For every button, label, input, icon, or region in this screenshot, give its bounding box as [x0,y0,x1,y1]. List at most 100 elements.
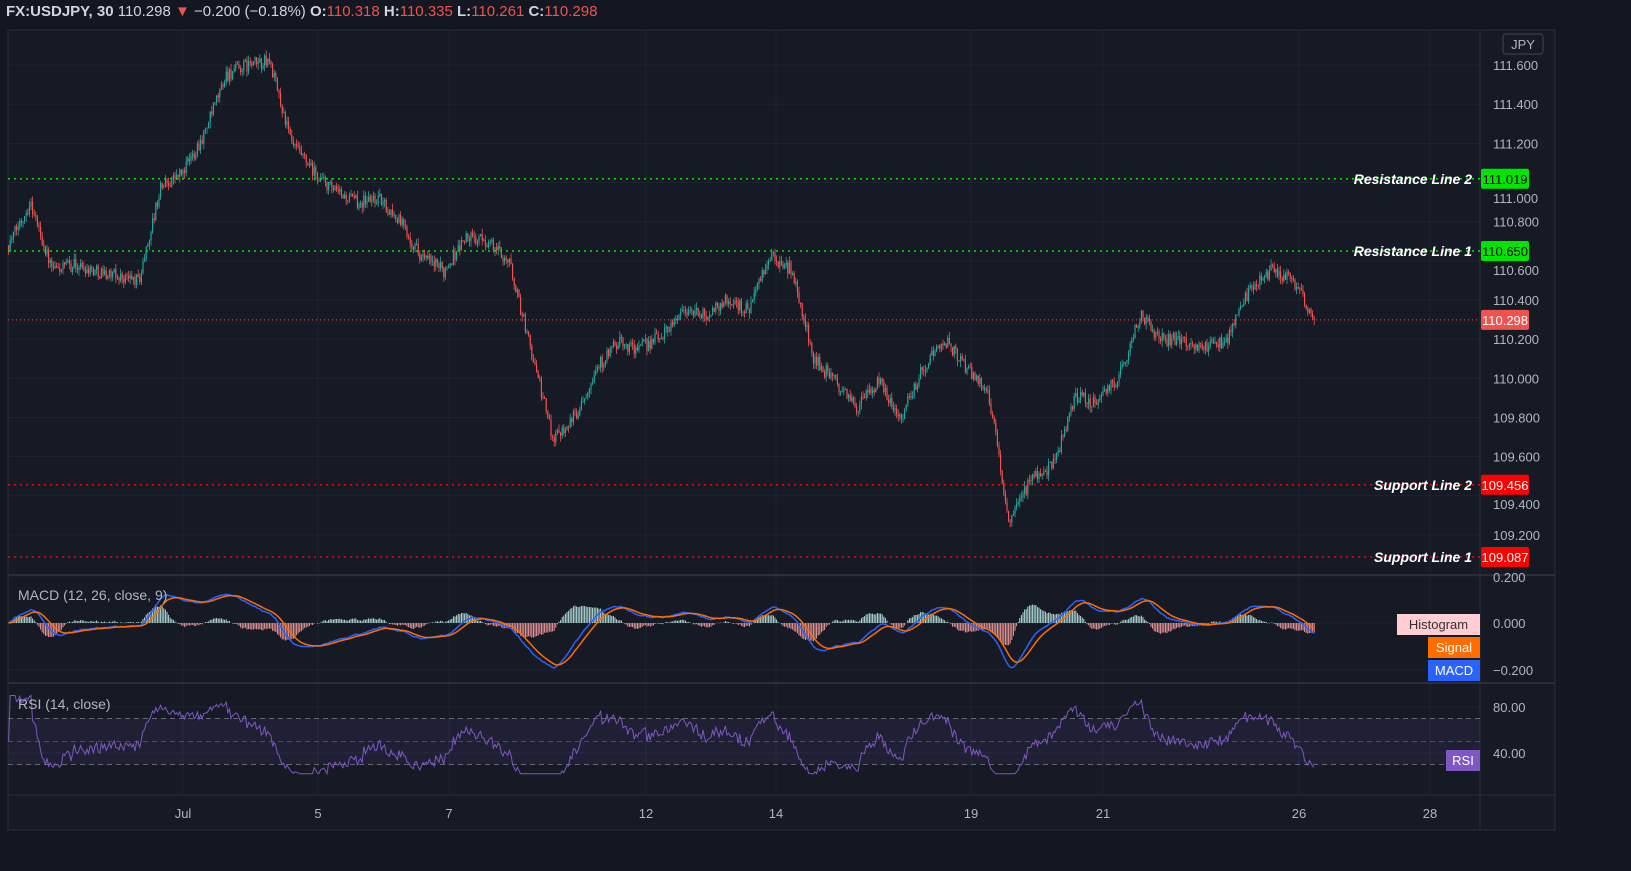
candle-body [654,333,656,343]
candle-body [507,259,509,263]
candle-body [699,314,701,316]
candle-body [574,411,576,413]
candle-body [539,377,541,379]
candle-body [62,262,64,270]
symbol-label[interactable]: FX:USDJPY, 30 [6,3,114,20]
candle-body [297,145,299,147]
candle-body [1254,284,1256,290]
candle-body [449,263,451,267]
candle-body [328,181,330,191]
close-value: 110.298 [544,3,598,20]
candle-body [955,346,957,350]
candle-body [1204,342,1206,350]
candle-body [1147,317,1149,319]
candle-body [1262,277,1264,281]
candle-body [1296,287,1298,290]
horizontal-lines[interactable]: Resistance Line 2 111.019 Resistance Line … [8,168,1529,568]
candle-body [446,267,448,269]
candle-body [1011,515,1013,523]
candle-body [958,360,960,362]
candle-body [1164,337,1166,340]
candle-body [468,238,470,241]
chart-frame [7,29,1556,831]
candle-body [84,269,86,274]
candle-body [776,260,778,262]
candle-body [1217,344,1219,348]
candle-body [1118,374,1120,383]
candle-body [408,236,410,238]
candle-body [923,370,925,372]
candle-body [617,345,619,350]
price-tick-label: 111.000 [1493,191,1538,206]
candle-body [976,375,978,380]
candle-body [486,245,488,247]
candle-body [1171,338,1173,345]
candle-body [244,60,246,61]
candle-body [844,389,846,391]
candle-body [1249,285,1251,289]
candle-body [748,309,750,314]
candle-body [428,255,430,259]
candle-body [662,338,664,339]
candle-body [131,275,133,280]
candle-body [345,194,347,201]
candle-body [393,214,395,216]
candle-body [72,267,74,273]
candle-body [995,422,997,433]
candle-body [553,437,555,443]
candle-body [643,339,645,342]
candle-body [441,261,443,269]
candle-body [1024,486,1026,494]
candle-body [465,233,467,242]
candle-body [934,351,936,357]
candle-body [368,196,370,201]
candle-body [715,302,717,312]
candle-body [931,350,933,356]
candle-body [147,244,149,247]
candle-body [875,387,877,393]
candle-body [1088,398,1090,404]
candle-body [137,274,139,277]
candle-body [251,62,253,66]
candle-body [856,406,858,412]
candle-body [827,365,829,372]
currency-badge[interactable]: JPY [1502,33,1544,55]
candle-body [732,304,734,306]
candle-body [809,342,811,344]
candle-body [534,362,536,365]
macd-title[interactable]: MACD (12, 26, close, 9) [18,587,167,603]
candle-body [204,129,206,131]
candle-body [884,387,886,393]
candle-body [315,167,317,174]
candle-body [609,348,611,357]
candle-body [142,261,144,273]
candle-body [648,340,650,351]
candle-body [966,367,968,374]
candle-body [472,232,474,237]
indicator-legends: Histogram Signal MACD RSI [1397,614,1480,771]
candle-body [110,270,112,278]
price-axis[interactable]: 111.600 111.400 111.200 111.000 110.800 110.6… [1493,58,1540,761]
candle-body [841,391,843,393]
candle-body [897,414,899,417]
candle-body [180,169,182,175]
candle-body [81,262,83,268]
candle-body [990,403,992,414]
candle-body [824,371,826,378]
candle-body [1099,398,1101,401]
candle-body [307,162,309,165]
candle-body [1056,452,1058,460]
candle-body [310,162,312,166]
time-axis[interactable]: Jul 5 7 12 14 19 21 26 28 [175,806,1438,821]
candle-body [422,254,424,257]
candle-body [784,266,786,269]
candle-body [510,258,512,264]
candle-body [524,314,526,333]
candle-body [688,310,690,315]
candle-body [1033,474,1035,477]
candle-body [814,356,816,364]
candle-body [726,295,728,304]
candle-body [948,337,950,344]
rsi-title[interactable]: RSI (14, close) [18,696,111,712]
